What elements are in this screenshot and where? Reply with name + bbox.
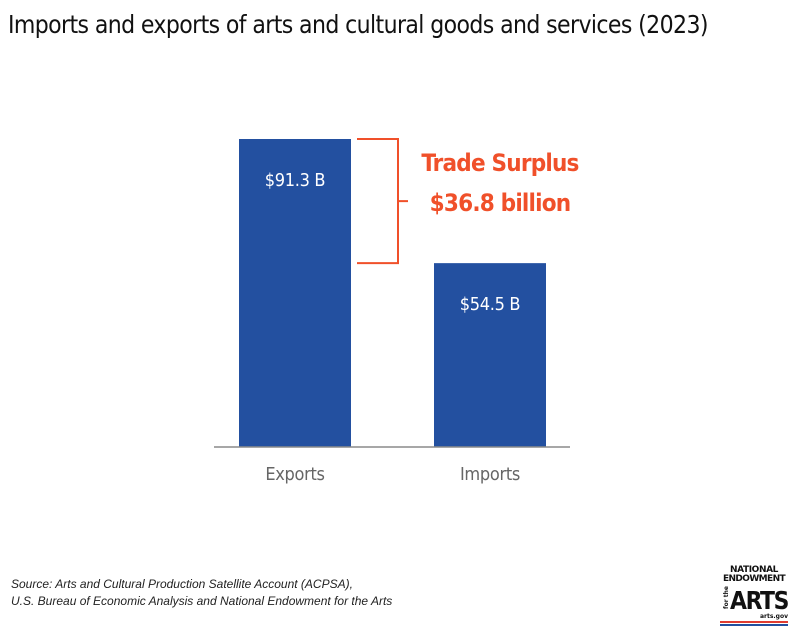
logo-url: arts.gov bbox=[760, 613, 788, 620]
logo-endowment: ENDOWMENT bbox=[723, 574, 787, 584]
logo-red-stripe bbox=[720, 621, 788, 623]
value-label-exports: $91.3 B bbox=[265, 170, 326, 191]
logo-arts: ARTS bbox=[730, 586, 789, 615]
value-label-imports: $54.5 B bbox=[460, 294, 521, 315]
surplus-bracket bbox=[357, 138, 408, 265]
logo-blue-stripe bbox=[720, 624, 788, 626]
source-note: Source: Arts and Cultural Production Sat… bbox=[11, 576, 392, 610]
source-line-2: U.S. Bureau of Economic Analysis and Nat… bbox=[11, 594, 393, 608]
annotation-line-1: Trade Surplus bbox=[421, 149, 578, 177]
category-label-imports: Imports bbox=[460, 464, 520, 485]
nea-logo: NATIONAL ENDOWMENT for the ARTS arts.gov bbox=[720, 565, 790, 626]
source-line-1: Source: Arts and Cultural Production Sat… bbox=[11, 577, 353, 591]
trade-surplus-annotation: Trade Surplus $36.8 billion bbox=[357, 138, 579, 265]
chart-title: Imports and exports of arts and cultural… bbox=[8, 10, 708, 39]
bar-exports bbox=[239, 139, 351, 447]
bar-imports bbox=[434, 263, 546, 447]
logo-for-the: for the bbox=[723, 586, 730, 609]
annotation-line-2: $36.8 billion bbox=[430, 189, 571, 217]
category-label-exports: Exports bbox=[265, 464, 324, 485]
logo-national: NATIONAL bbox=[730, 565, 779, 575]
bar-chart: $91.3 B Exports $54.5 B Imports Trade Surpl… bbox=[214, 138, 579, 485]
bars-group: $91.3 B Exports $54.5 B Imports bbox=[239, 139, 546, 485]
